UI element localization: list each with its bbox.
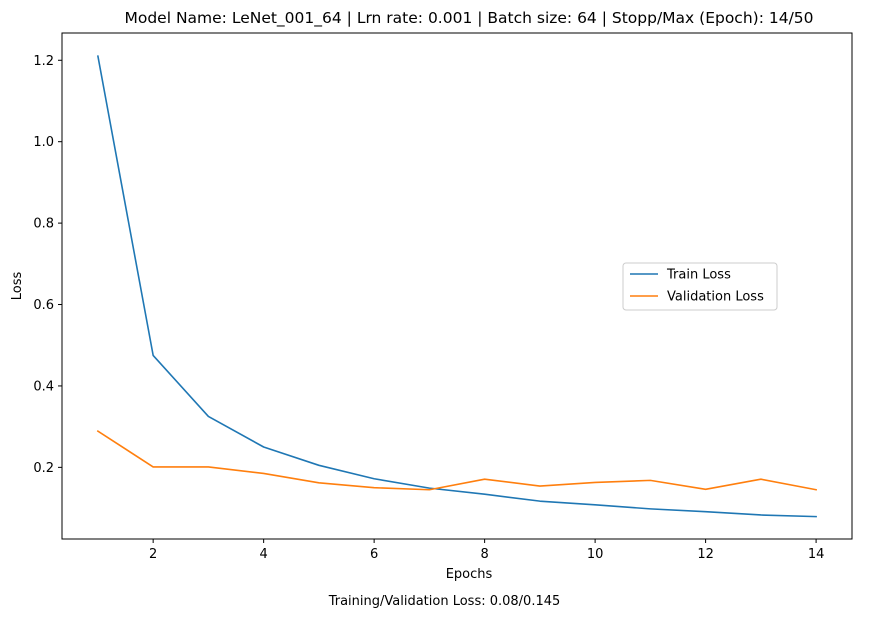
y-tick-label: 1.0	[33, 135, 54, 150]
x-tick-label: 10	[587, 547, 604, 562]
loss-chart: Model Name: LeNet_001_64 | Lrn rate: 0.0…	[10, 9, 853, 582]
plot-area	[96, 55, 818, 518]
x-tick-label: 8	[480, 547, 488, 562]
x-axis: 2 4 6 8 10 12 14	[149, 539, 824, 562]
loss-summary-caption: Training/Validation Loss: 0.08/0.145	[328, 594, 561, 609]
y-axis-label: Loss	[10, 272, 25, 301]
y-tick-label: 0.6	[33, 298, 54, 313]
y-tick-label: 1.2	[33, 54, 54, 69]
legend-box	[622, 262, 778, 311]
plot-frame	[61, 32, 853, 540]
x-tick-label: 4	[260, 547, 268, 562]
series-line-train-loss	[96, 55, 817, 518]
chart-title: Model Name: LeNet_001_64 | Lrn rate: 0.0…	[124, 9, 813, 28]
x-tick-label: 14	[808, 547, 825, 562]
x-axis-label: Epochs	[446, 567, 493, 582]
y-tick-label: 0.2	[33, 461, 54, 476]
legend-label-train: Train Loss	[666, 268, 731, 283]
y-tick-label: 0.4	[33, 379, 54, 394]
legend: Train Loss Validation Loss	[622, 262, 778, 311]
x-tick-label: 2	[149, 547, 157, 562]
x-tick-label: 12	[697, 547, 714, 562]
legend-label-validation: Validation Loss	[667, 290, 764, 305]
y-axis: 0.2 0.4 0.6 0.8 1.0 1.2	[33, 54, 62, 476]
x-tick-label: 6	[370, 547, 378, 562]
series-line-validation-loss	[96, 430, 818, 491]
y-tick-label: 0.8	[33, 217, 54, 232]
